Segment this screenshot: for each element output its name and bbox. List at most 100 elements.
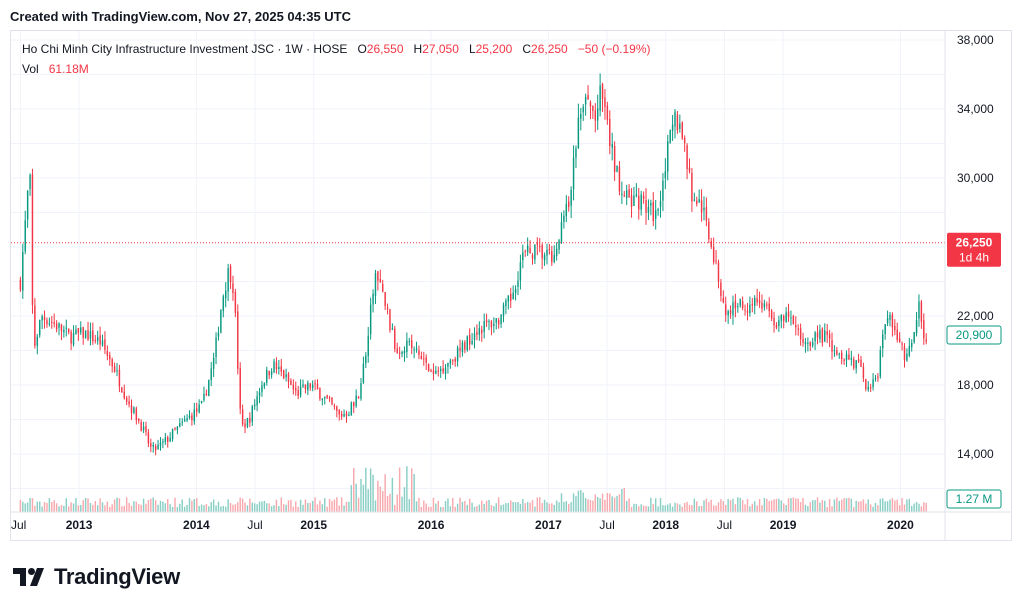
candle-body	[116, 370, 118, 372]
candle-body	[725, 304, 727, 316]
candle-body	[408, 341, 411, 343]
candle-body	[698, 199, 700, 203]
volume-bar	[147, 499, 150, 512]
candle-body	[650, 203, 652, 206]
volume-bar	[203, 505, 205, 512]
volume-bar	[495, 503, 497, 512]
volume-bar	[46, 502, 48, 512]
candle-body	[220, 310, 222, 333]
candle-body	[444, 367, 447, 374]
volume-bar	[275, 499, 278, 512]
candle-body	[572, 157, 575, 190]
candle-body	[36, 336, 39, 346]
candle-body	[512, 292, 514, 300]
candle-body	[621, 193, 623, 195]
volume-bar	[449, 506, 452, 512]
volume-bar	[423, 500, 425, 512]
volume-bar	[647, 506, 650, 512]
volume-bar	[659, 497, 662, 512]
volume-bar	[778, 498, 780, 512]
symbol-title[interactable]: Ho Chi Minh City Infrastructure Investme…	[22, 42, 348, 56]
volume-bar	[94, 500, 96, 512]
volume-bar	[512, 501, 514, 512]
volume-bar	[471, 502, 473, 512]
volume-bar	[425, 503, 427, 512]
candle-body	[751, 304, 754, 306]
volume-bar	[913, 503, 915, 512]
candle-body	[46, 320, 48, 325]
volume-bar	[840, 499, 843, 512]
volume-bar	[807, 506, 809, 512]
candle-body	[664, 171, 667, 179]
volume-value: 61.18M	[48, 62, 89, 76]
volume-bar	[381, 490, 384, 512]
candle-body	[642, 195, 645, 199]
volume-bar	[531, 500, 534, 512]
volume-bar	[439, 507, 442, 512]
candle-body	[381, 283, 384, 292]
volume-bar	[372, 474, 374, 512]
candle-body	[869, 387, 872, 389]
candle-body	[200, 401, 203, 404]
candle-body	[862, 366, 865, 379]
volume-bar	[410, 468, 413, 512]
tradingview-logo[interactable]: TradingView	[12, 564, 180, 590]
volume-bar	[524, 503, 526, 512]
volume-bar	[510, 500, 512, 512]
candle-body	[729, 310, 732, 314]
volume-bar	[901, 498, 903, 512]
candle-body	[338, 410, 340, 415]
candle-body	[418, 349, 420, 355]
volume-bar	[340, 497, 343, 512]
volume-bar	[819, 502, 821, 512]
time-tick-label: 2013	[66, 518, 93, 532]
volume-bar	[391, 477, 394, 512]
volume-bar	[193, 498, 196, 512]
candle-body	[739, 299, 741, 306]
candle-body	[101, 340, 104, 346]
volume-bar	[476, 506, 478, 512]
time-tick-label: Jul	[717, 518, 732, 532]
candle-body	[507, 295, 510, 302]
volume-bar	[770, 500, 773, 512]
volume-bar	[483, 503, 485, 512]
candle-body	[517, 280, 519, 287]
candle-body	[778, 320, 780, 327]
volume-bar	[925, 502, 927, 512]
candle-body	[616, 165, 618, 172]
candle-body	[365, 355, 367, 364]
candle-body	[700, 200, 703, 213]
candle-body	[425, 357, 427, 363]
volume-bar	[884, 501, 886, 512]
volume-bar	[923, 502, 925, 512]
candle-body	[51, 321, 53, 323]
volume-bar	[488, 499, 490, 512]
volume-bar	[447, 498, 449, 512]
volume-bar	[53, 500, 55, 512]
volume-bar	[865, 503, 867, 512]
volume-bar	[606, 492, 609, 512]
candle-body	[367, 335, 369, 357]
volume-bar	[758, 499, 761, 512]
candle-body	[896, 329, 898, 340]
volume-bar	[541, 503, 543, 512]
volume-bar	[430, 506, 432, 512]
candle-body	[734, 300, 737, 309]
volume-bar	[715, 505, 717, 512]
candle-body	[96, 337, 99, 342]
candle-body	[541, 245, 543, 259]
volume-bar	[638, 506, 640, 512]
volume-bar	[732, 498, 734, 512]
chart-grid	[11, 31, 945, 512]
volume-bar	[41, 506, 43, 512]
volume-bar	[418, 497, 420, 512]
volume-bar	[797, 498, 799, 512]
candle-body	[389, 309, 391, 331]
candle-body	[645, 199, 647, 213]
candle-body	[601, 84, 604, 99]
volume-bar	[792, 497, 795, 512]
candle-body	[679, 123, 681, 129]
candle-body	[500, 314, 502, 324]
volume-bar	[555, 500, 558, 512]
